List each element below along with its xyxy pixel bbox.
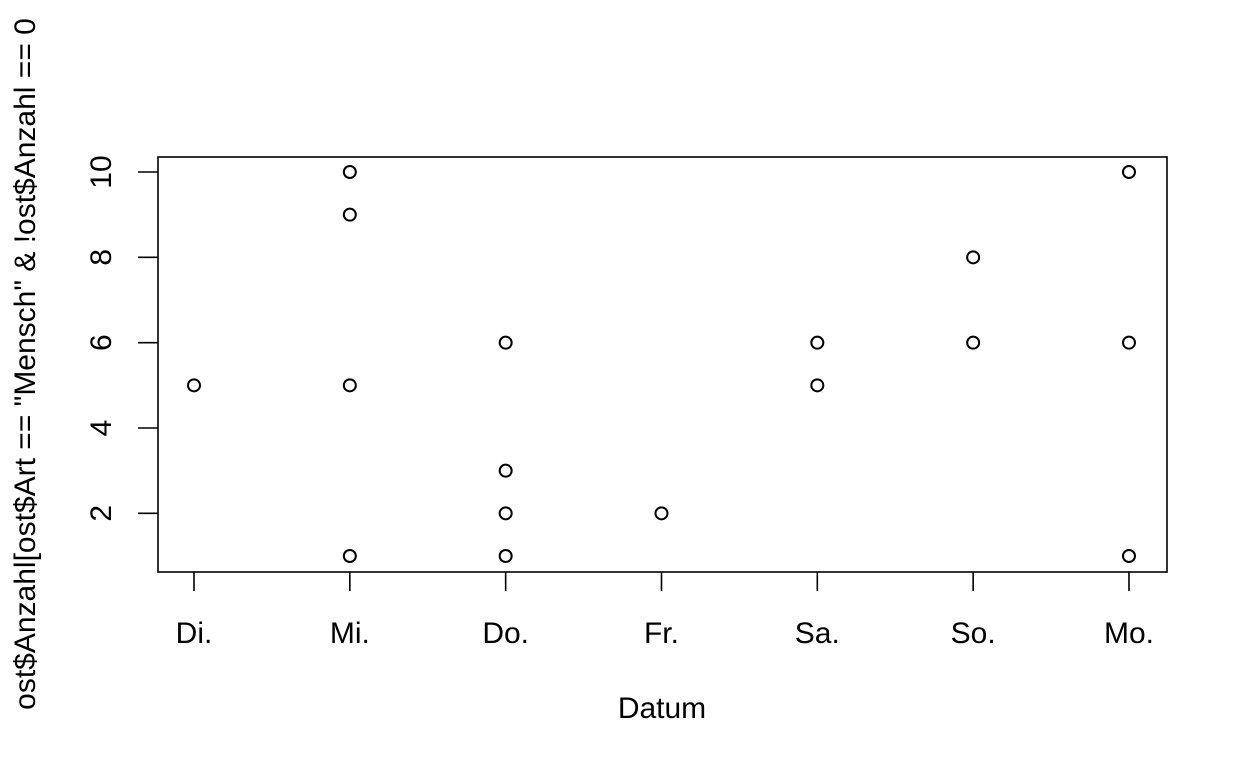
plot-frame	[157, 156, 1168, 573]
x-axis: Di. Mi. Do. Fr. Sa. So. Mo.	[176, 572, 1154, 650]
data-point	[498, 335, 513, 350]
data-point	[1121, 335, 1136, 350]
x-tick-label: Sa.	[795, 617, 840, 650]
x-tick-label: Mo.	[1104, 617, 1154, 650]
data-point	[342, 549, 357, 563]
data-point	[810, 378, 825, 393]
y-axis-label: ost$Anzahl[ost$Art == "Mensch" & !ost$An…	[9, 18, 42, 710]
data-point	[498, 549, 513, 563]
y-tick-label: 8	[85, 249, 118, 266]
data-point	[654, 506, 669, 521]
y-tick-label: 6	[85, 334, 118, 351]
data-point	[966, 250, 981, 265]
x-tick-label: Do.	[482, 617, 529, 650]
data-point	[187, 378, 201, 393]
data-point	[498, 506, 513, 521]
x-tick-label: So.	[951, 617, 996, 650]
data-point	[498, 463, 513, 478]
data-point	[342, 207, 357, 222]
y-tick-label: 10	[85, 155, 118, 188]
y-tick-label: 4	[85, 420, 118, 437]
data-point	[966, 335, 981, 350]
data-points	[187, 165, 1136, 563]
y-tick-label: 2	[85, 505, 118, 522]
data-point	[1121, 549, 1136, 563]
y-axis: 2 4 6 8 10	[85, 155, 158, 522]
x-tick-label: Fr.	[644, 617, 679, 650]
data-point	[810, 335, 825, 350]
x-axis-label: Datum	[618, 692, 706, 725]
x-tick-label: Di.	[176, 617, 213, 650]
data-point	[342, 378, 357, 393]
data-point	[342, 165, 357, 179]
data-point	[1121, 165, 1136, 179]
x-tick-label: Mi.	[330, 617, 370, 650]
